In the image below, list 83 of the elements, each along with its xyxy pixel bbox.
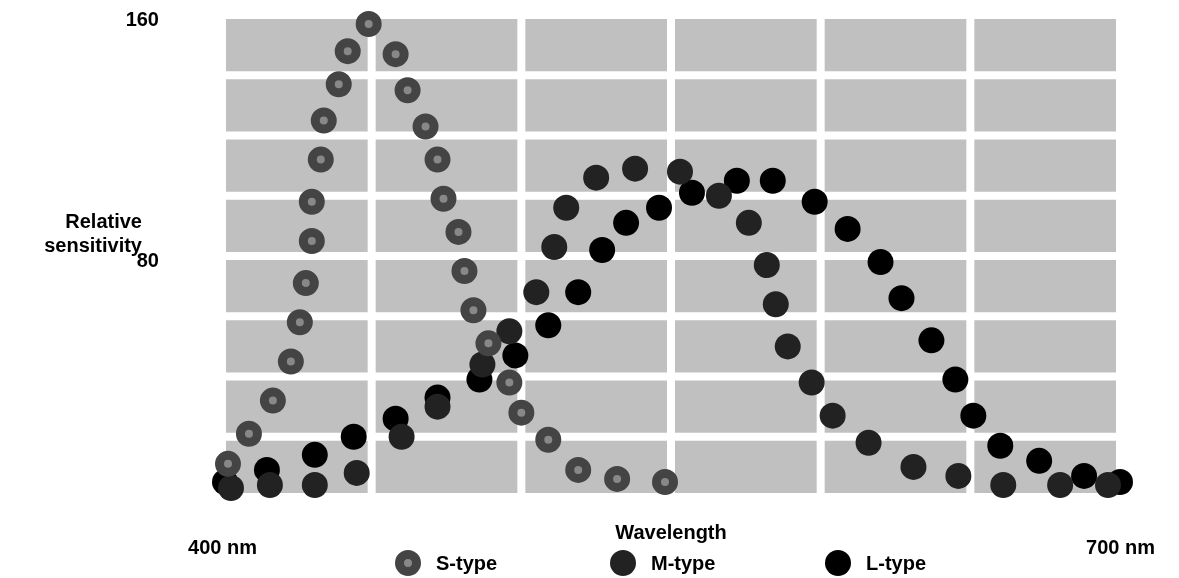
point — [990, 471, 1017, 498]
point — [801, 188, 828, 215]
point — [759, 167, 786, 194]
legend-label: L-type — [866, 552, 926, 574]
point — [942, 366, 969, 393]
point — [424, 146, 451, 173]
point — [855, 429, 882, 456]
point — [604, 465, 631, 492]
point — [646, 194, 673, 221]
point — [340, 423, 367, 450]
point — [301, 441, 328, 468]
point — [496, 318, 523, 345]
point — [325, 71, 352, 98]
point — [430, 185, 457, 212]
point — [412, 113, 439, 140]
point — [589, 236, 616, 263]
point — [235, 420, 262, 447]
point — [535, 426, 562, 453]
point — [445, 218, 472, 245]
point — [541, 233, 568, 260]
point — [622, 155, 649, 182]
y-tick-label: 160 — [125, 7, 159, 30]
point — [1047, 471, 1074, 498]
point — [723, 167, 750, 194]
point — [565, 456, 592, 483]
point — [523, 279, 550, 306]
point — [613, 209, 640, 236]
point — [292, 270, 319, 297]
point — [888, 285, 915, 312]
point — [753, 252, 780, 279]
point — [1071, 462, 1098, 489]
point — [307, 146, 334, 173]
point — [678, 179, 705, 206]
point — [987, 432, 1014, 459]
point — [867, 249, 894, 276]
legend-label: S-type — [436, 552, 498, 574]
point — [735, 209, 762, 236]
point — [583, 164, 610, 191]
point — [277, 348, 304, 375]
point — [298, 227, 325, 254]
point — [217, 474, 244, 501]
point — [496, 369, 523, 396]
point — [798, 369, 825, 396]
point — [388, 423, 415, 450]
point — [834, 215, 861, 242]
point — [286, 309, 313, 336]
point — [334, 38, 361, 65]
x-axis-title: Wavelength — [615, 521, 727, 543]
point — [900, 453, 927, 480]
point — [508, 399, 535, 426]
point — [475, 330, 502, 357]
point — [256, 471, 283, 498]
point — [666, 158, 693, 185]
point — [565, 279, 592, 306]
point — [652, 468, 679, 495]
point — [705, 182, 732, 209]
point — [774, 333, 801, 360]
point — [918, 327, 945, 354]
point — [451, 258, 478, 285]
point — [762, 291, 789, 318]
point — [301, 471, 328, 498]
point — [502, 342, 529, 369]
point — [460, 297, 487, 324]
point — [535, 312, 562, 339]
point — [1026, 447, 1053, 474]
point — [310, 107, 337, 134]
point — [553, 194, 580, 221]
point — [343, 459, 370, 486]
point — [945, 462, 972, 489]
point — [382, 41, 409, 68]
point — [355, 11, 382, 38]
legend-label: M-type — [651, 552, 716, 574]
point — [469, 351, 496, 378]
point — [819, 402, 846, 429]
point — [214, 450, 241, 477]
point — [960, 402, 987, 429]
point — [1095, 471, 1122, 498]
point — [298, 188, 325, 215]
point — [424, 393, 451, 420]
point — [394, 77, 421, 104]
x-tick-label: 400 nm — [188, 536, 257, 559]
x-tick-label: 700 nm — [1086, 536, 1155, 559]
point — [259, 387, 286, 414]
